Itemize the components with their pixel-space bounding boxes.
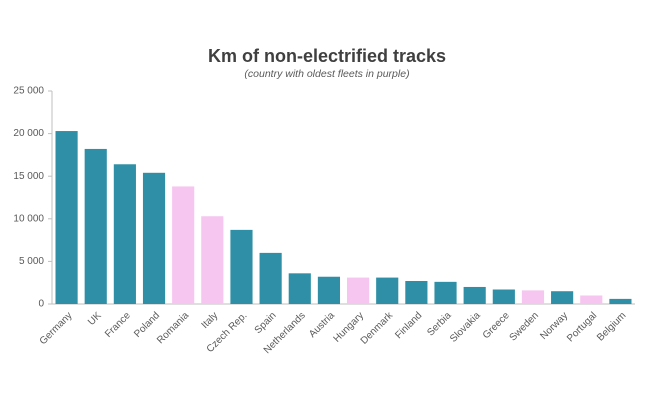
bar: [201, 216, 224, 304]
y-tick-label: 20 000: [13, 128, 44, 139]
bar: [172, 186, 195, 304]
y-tick-label: 10 000: [13, 213, 44, 224]
bar: [113, 164, 136, 304]
bar: [142, 172, 166, 304]
bar: [376, 277, 399, 304]
y-tick-label: 5 000: [19, 256, 44, 267]
bar: [492, 289, 515, 304]
chart-title: Km of non-electrified tracks: [208, 46, 446, 66]
y-tick-label: 0: [38, 299, 44, 310]
bar: [84, 148, 107, 304]
x-tick-label: Romania: [155, 310, 191, 346]
x-tick-label: Germany: [38, 310, 75, 347]
bar: [317, 276, 341, 304]
bar: [230, 229, 253, 304]
x-tick-label: UK: [86, 310, 104, 328]
x-tick-label: Denmark: [359, 310, 396, 347]
bar: [580, 295, 603, 304]
bar: [405, 280, 428, 304]
x-tick-label: Slovakia: [448, 310, 483, 345]
bar: [609, 298, 632, 304]
bar: [434, 281, 457, 304]
x-tick-label: Belgium: [595, 310, 628, 343]
bar: [55, 131, 78, 304]
x-tick-label: Serbia: [425, 310, 454, 339]
bar: [463, 286, 486, 304]
bar: [551, 291, 574, 304]
x-tick-label: Italy: [200, 310, 221, 331]
x-tick-label: Finland: [393, 310, 424, 341]
bar: [346, 277, 370, 304]
x-tick-label: Portugal: [565, 310, 599, 344]
x-tick-label: Sweden: [508, 310, 541, 343]
y-tick-label: 25 000: [13, 86, 44, 97]
x-tick-label: Spain: [253, 310, 279, 336]
bar: [288, 273, 311, 304]
chart-subtitle: (country with oldest fleets in purple): [244, 68, 409, 80]
bar: [259, 252, 282, 304]
y-tick-label: 15 000: [13, 171, 44, 182]
bar: [521, 290, 545, 304]
x-tick-label: France: [103, 310, 133, 340]
